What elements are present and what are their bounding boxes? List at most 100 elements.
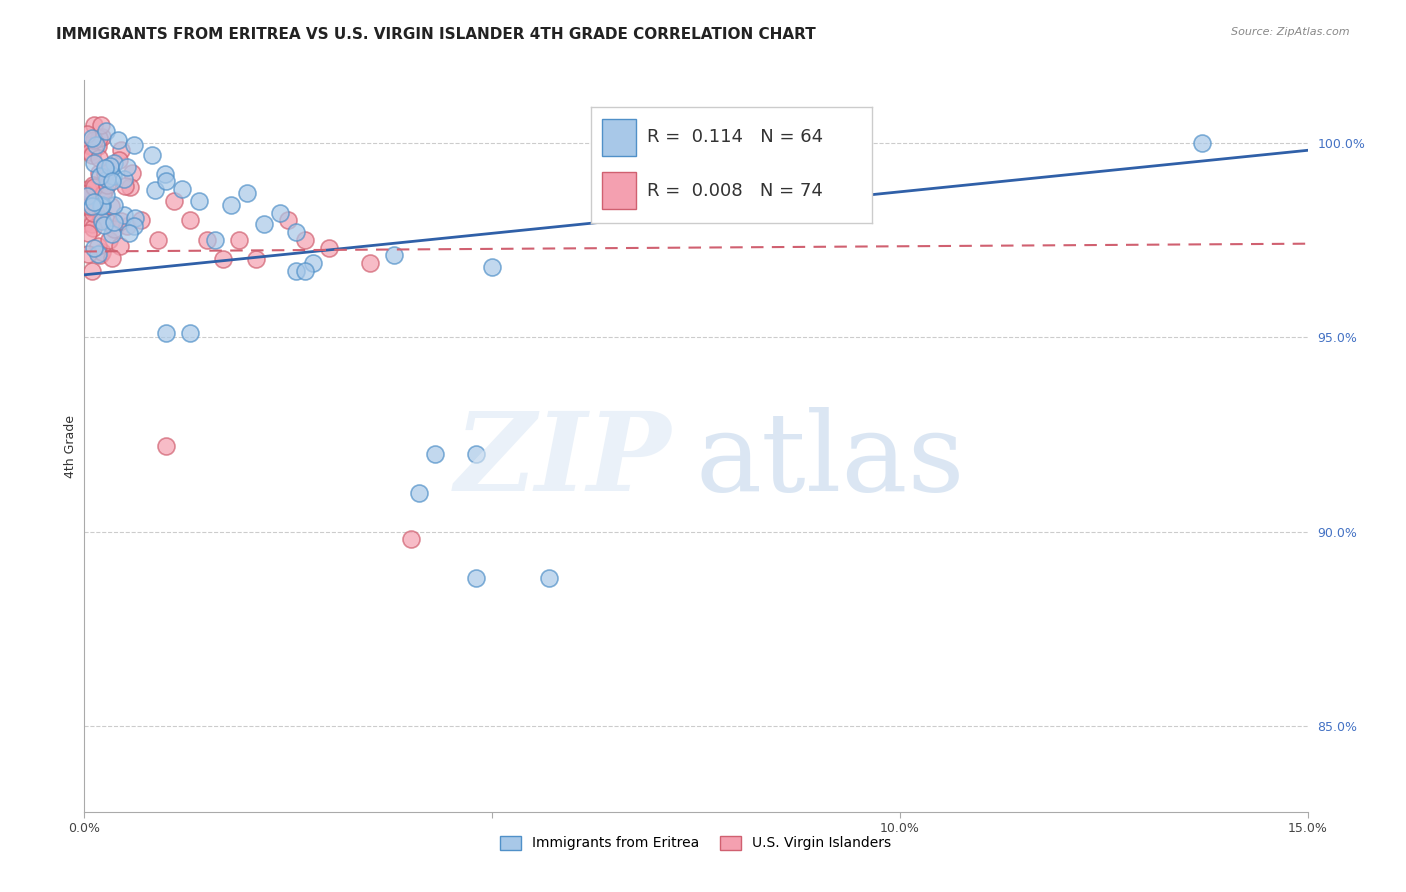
Point — [76, 127, 98, 141]
Point — [112, 208, 135, 222]
Point — [83, 155, 105, 169]
Point — [538, 571, 561, 585]
Point — [77, 199, 100, 213]
Point — [87, 166, 110, 180]
Point — [115, 219, 138, 233]
Text: R =  0.114   N = 64: R = 0.114 N = 64 — [647, 128, 823, 146]
Point — [153, 167, 176, 181]
Text: IMMIGRANTS FROM ERITREA VS U.S. VIRGIN ISLANDER 4TH GRADE CORRELATION CHART: IMMIGRANTS FROM ERITREA VS U.S. VIRGIN I… — [56, 27, 815, 42]
Point — [103, 221, 125, 235]
Point — [1191, 136, 1213, 150]
Point — [187, 194, 209, 208]
Point — [204, 233, 226, 247]
Point — [82, 178, 104, 193]
Point — [219, 198, 242, 212]
Point — [82, 217, 104, 231]
Point — [236, 186, 259, 200]
Point — [90, 119, 112, 133]
Point — [90, 211, 112, 226]
Point — [143, 183, 166, 197]
Point — [80, 131, 103, 145]
Point — [108, 239, 131, 253]
Point — [464, 571, 486, 585]
Point — [96, 172, 118, 186]
Point — [91, 187, 114, 202]
Point — [212, 252, 235, 267]
Point — [76, 189, 98, 203]
Point — [110, 214, 132, 228]
Point — [77, 226, 100, 240]
Point — [101, 169, 124, 183]
Point — [90, 199, 112, 213]
Point — [80, 263, 103, 277]
Point — [121, 165, 143, 179]
Point — [294, 233, 316, 247]
Point — [83, 180, 105, 194]
Point — [87, 238, 110, 252]
Point — [77, 247, 100, 261]
Point — [118, 180, 141, 194]
Point — [118, 226, 141, 240]
Point — [382, 248, 405, 262]
Point — [76, 188, 98, 202]
Point — [108, 153, 131, 167]
Point — [146, 233, 169, 247]
Point — [94, 182, 117, 196]
Point — [84, 137, 107, 152]
Text: ZIP: ZIP — [456, 407, 672, 515]
Point — [83, 141, 105, 155]
Point — [179, 326, 201, 341]
Point — [399, 533, 422, 547]
Point — [89, 248, 111, 262]
Point — [101, 227, 124, 242]
Point — [115, 161, 138, 175]
Point — [124, 211, 146, 225]
Point — [277, 213, 299, 227]
Point — [91, 244, 114, 259]
Point — [90, 207, 112, 221]
Point — [408, 485, 430, 500]
Point — [87, 151, 110, 165]
Point — [359, 256, 381, 270]
Point — [481, 260, 503, 274]
Point — [82, 148, 104, 162]
Point — [101, 252, 124, 266]
Point — [285, 225, 308, 239]
Point — [94, 166, 117, 180]
Point — [90, 213, 112, 227]
Point — [107, 133, 129, 147]
Point — [172, 182, 194, 196]
Point — [96, 178, 118, 192]
Point — [94, 187, 117, 202]
Point — [179, 213, 201, 227]
Point — [269, 205, 291, 219]
Point — [101, 174, 124, 188]
Point — [253, 217, 276, 231]
Point — [77, 182, 100, 196]
Y-axis label: 4th Grade: 4th Grade — [65, 415, 77, 477]
Point — [82, 220, 104, 235]
Point — [195, 233, 218, 247]
Point — [96, 214, 118, 228]
Text: Source: ZipAtlas.com: Source: ZipAtlas.com — [1232, 27, 1350, 37]
Point — [77, 137, 100, 152]
Point — [423, 447, 446, 461]
Point — [318, 241, 340, 255]
Point — [141, 148, 163, 162]
Point — [103, 156, 125, 170]
Point — [122, 219, 145, 233]
Point — [94, 161, 117, 175]
Point — [294, 264, 316, 278]
Point — [83, 133, 105, 147]
Point — [301, 256, 323, 270]
Point — [83, 195, 105, 210]
Point — [100, 199, 122, 213]
Point — [228, 233, 250, 247]
Point — [83, 241, 105, 255]
Point — [75, 186, 97, 201]
Point — [103, 197, 125, 211]
Point — [245, 252, 267, 267]
FancyBboxPatch shape — [602, 172, 636, 209]
Point — [124, 137, 146, 152]
Point — [94, 124, 117, 138]
